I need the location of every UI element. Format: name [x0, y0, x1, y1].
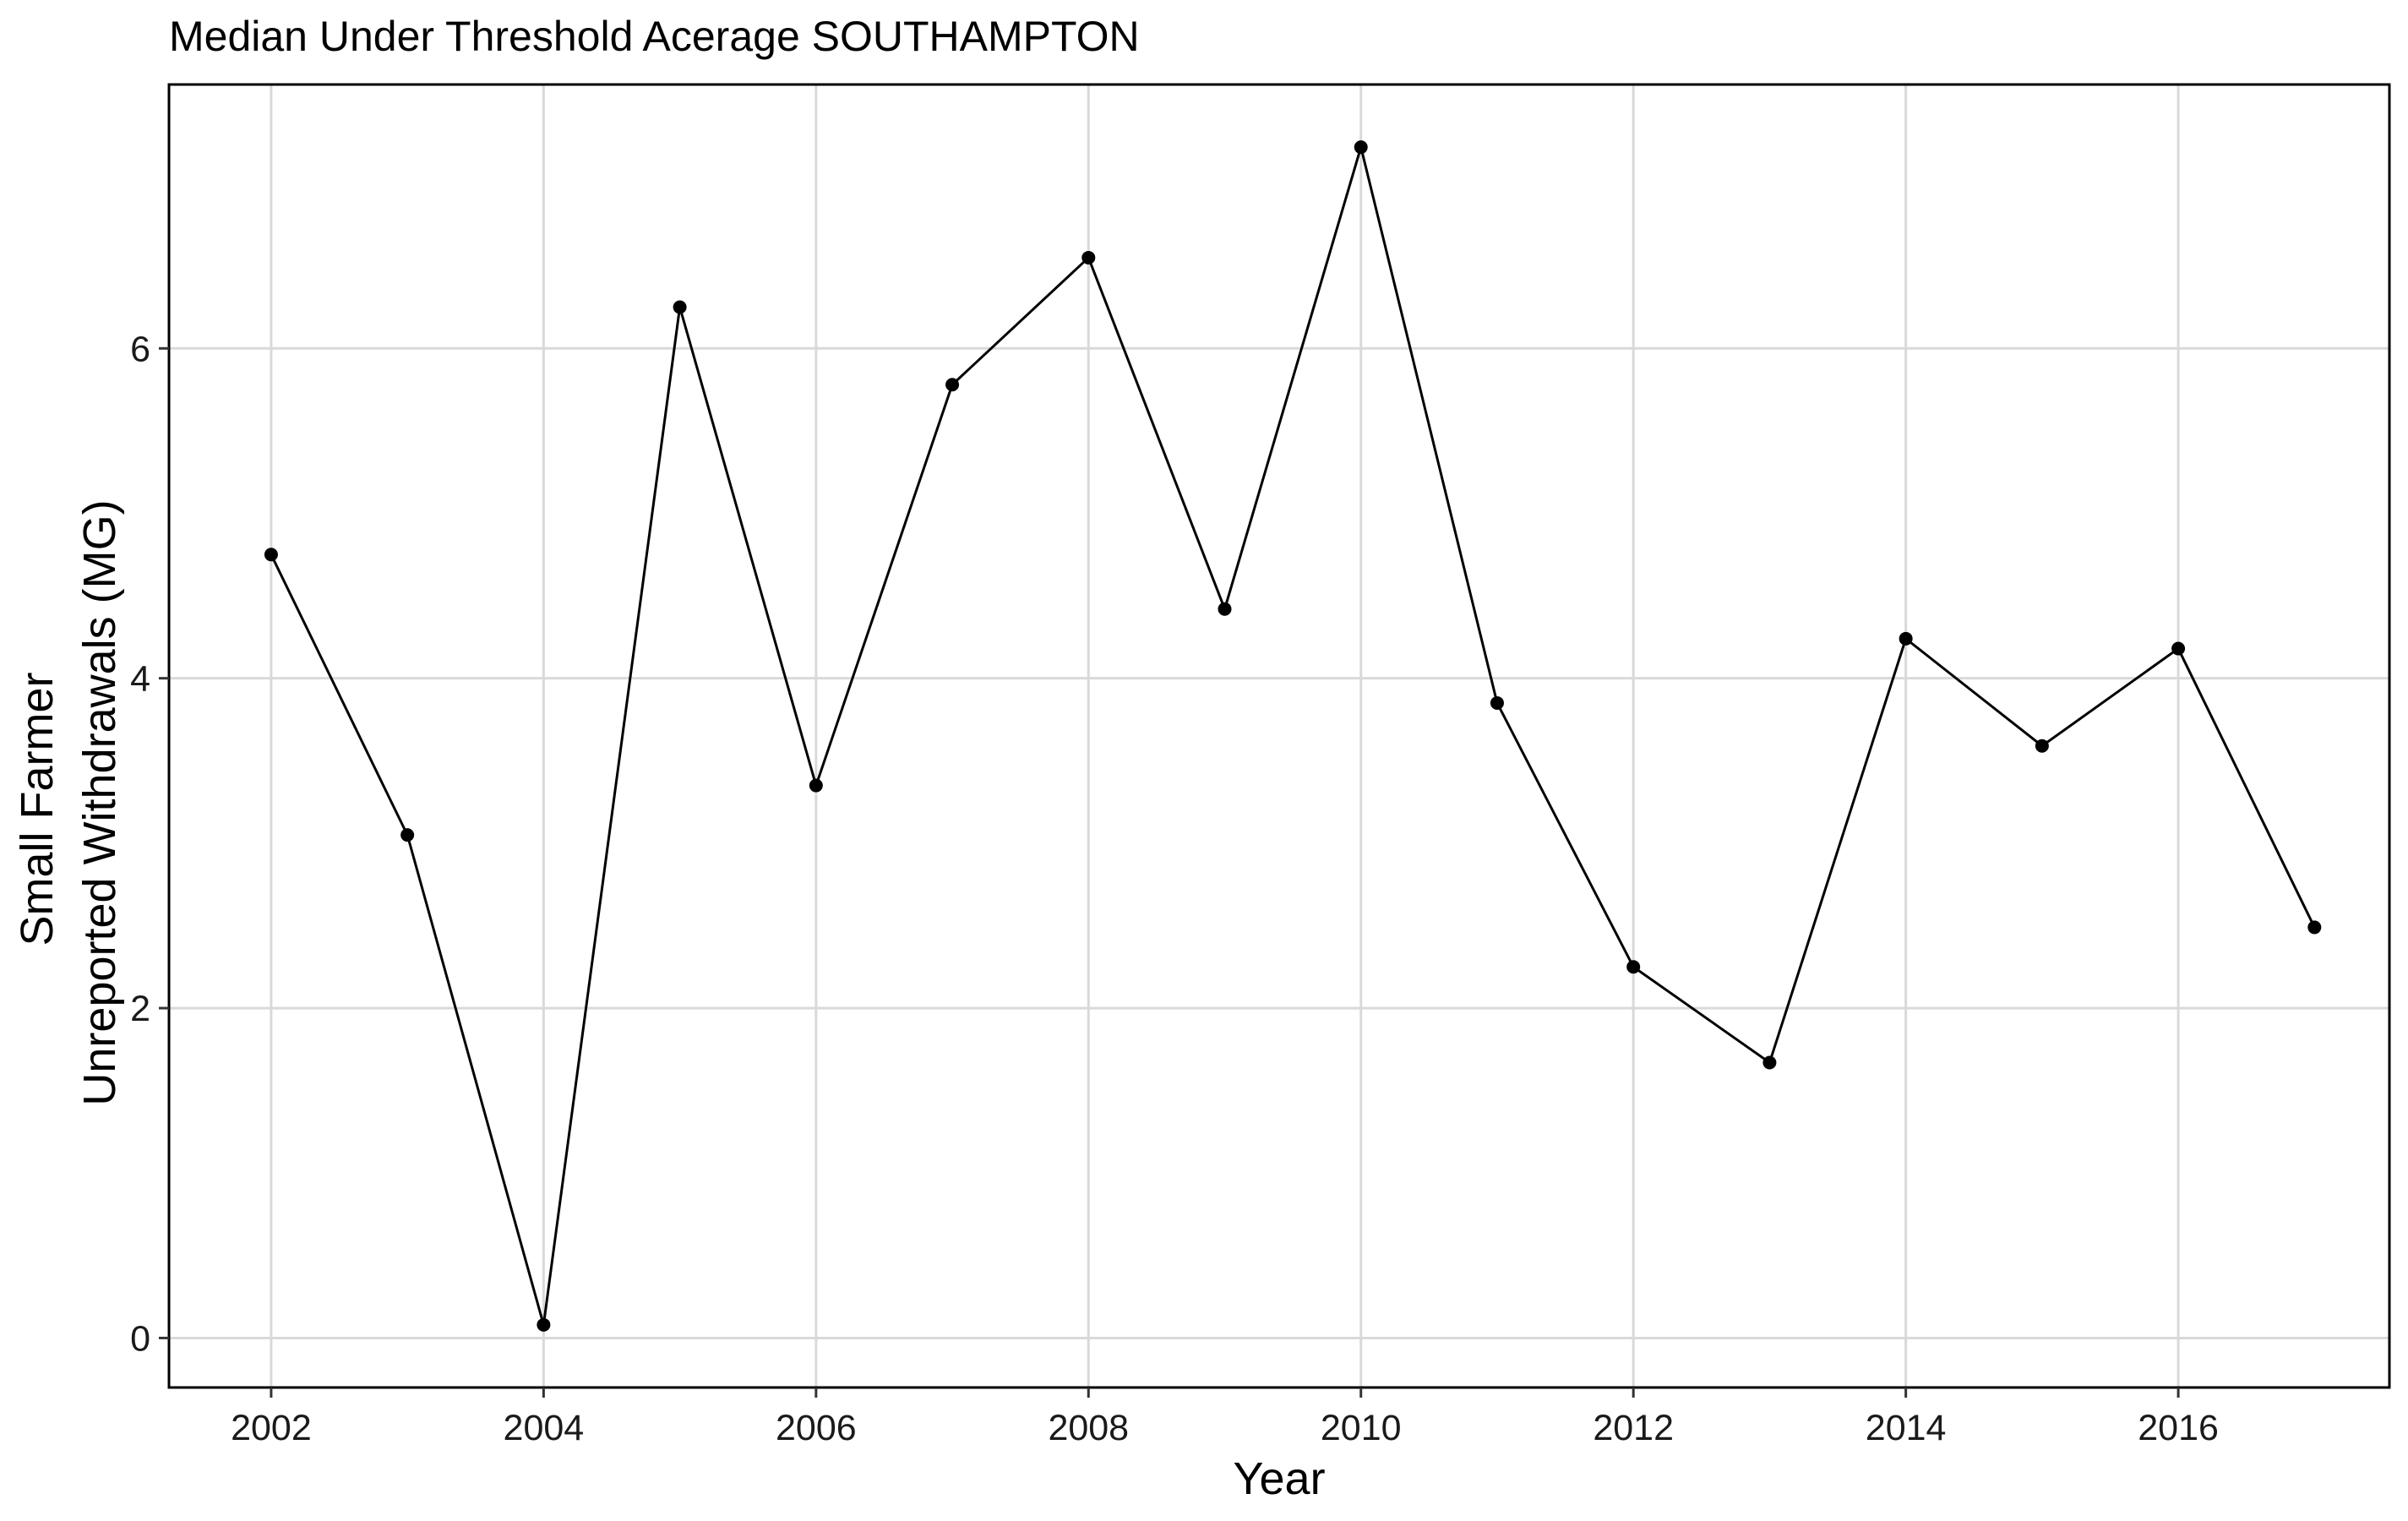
x-axis: 2002 2004 2006 2008 2010 2012 2014 2016	[231, 1387, 2219, 1448]
x-tick-label: 2006	[776, 1408, 857, 1448]
x-tick-label: 2014	[1866, 1408, 1947, 1448]
data-point	[1626, 960, 1641, 974]
data-point	[1218, 602, 1232, 616]
y-tick-label: 2	[130, 989, 150, 1029]
plot-panel	[167, 83, 2391, 1389]
data-point	[264, 548, 278, 562]
data-point	[537, 1317, 551, 1332]
y-axis-title: Small Farmer Unreported Withdrawals (MG)	[12, 499, 125, 1105]
data-point	[1899, 631, 1913, 646]
y-tick-label: 0	[130, 1318, 150, 1359]
data-point	[2035, 739, 2049, 753]
data-point	[945, 378, 960, 392]
data-point	[1354, 140, 1368, 155]
data-point	[1081, 250, 1096, 264]
data-point	[673, 300, 687, 314]
x-tick-label: 2002	[231, 1408, 312, 1448]
data-point	[400, 828, 415, 842]
data-point	[1490, 695, 1504, 710]
series	[264, 140, 2322, 1332]
x-tick-label: 2008	[1048, 1408, 1129, 1448]
data-point	[2171, 641, 2186, 656]
y-axis-title-line-2: Unreported Withdrawals (MG)	[74, 499, 125, 1105]
data-point	[1762, 1055, 1777, 1070]
grid	[169, 84, 2389, 1387]
y-axis: 0 2 4 6	[130, 329, 169, 1359]
data-point	[2307, 920, 2322, 935]
y-tick-label: 6	[130, 329, 150, 369]
x-axis-title: Year	[1233, 1453, 1325, 1504]
x-tick-label: 2016	[2138, 1408, 2219, 1448]
series-line	[270, 142, 2316, 1326]
x-tick-label: 2010	[1321, 1408, 1402, 1448]
x-tick-label: 2012	[1593, 1408, 1674, 1448]
y-axis-title-line-1: Small Farmer	[12, 672, 63, 946]
y-tick-label: 4	[130, 659, 150, 700]
x-tick-label: 2004	[504, 1408, 585, 1448]
data-point	[809, 778, 823, 793]
chart-title: Median Under Threshold Acerage SOUTHAMPT…	[169, 13, 1140, 60]
